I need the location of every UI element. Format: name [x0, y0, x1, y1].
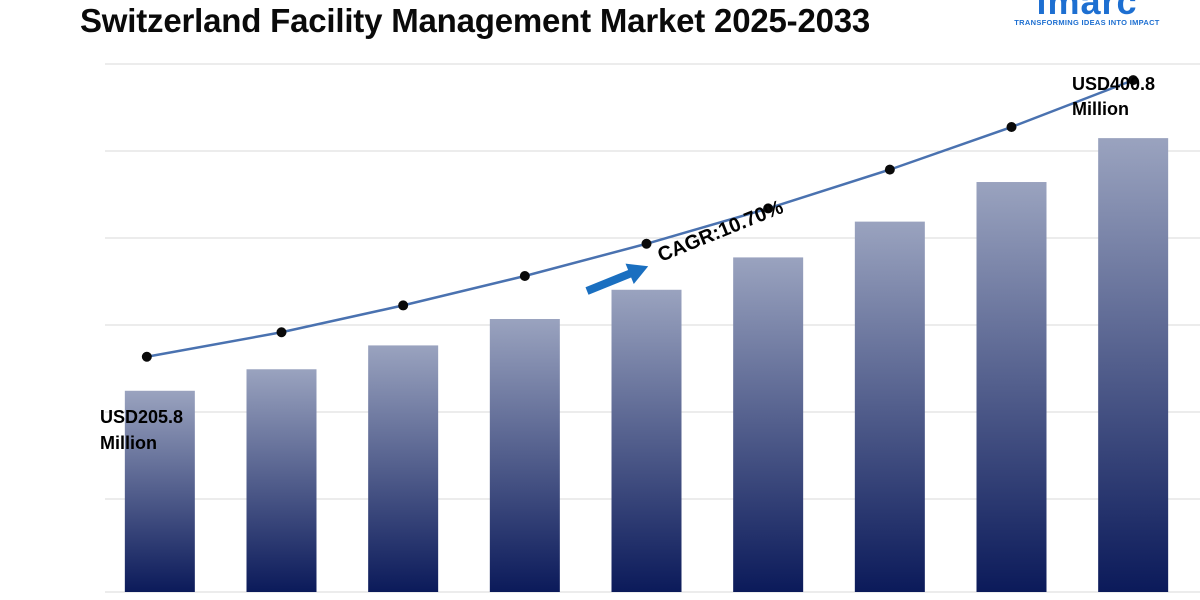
trend-point-2027	[398, 300, 409, 311]
value-labels: USD205.8 Million USD400.8 Million	[100, 74, 1155, 453]
bars	[124, 138, 1169, 593]
cagr-label: CAGR:10.70%	[655, 196, 787, 266]
bar-2031	[854, 221, 925, 592]
start-value-label: USD205.8	[100, 407, 183, 427]
trend-point-2030	[763, 203, 774, 214]
logo-wordmark: imarc	[1036, 0, 1138, 22]
trend-point-2028	[519, 271, 530, 282]
trend-line-group	[141, 75, 1139, 362]
cagr-arrow-shaft	[585, 269, 634, 295]
end-value-label: USD400.8	[1072, 74, 1155, 94]
logo-tagline: TRANSFORMING IDEAS INTO IMPACT	[1014, 18, 1160, 27]
bar-2025	[124, 390, 195, 592]
start-unit-label: Million	[100, 433, 157, 453]
trend-point-2031	[884, 164, 895, 175]
cagr-arrow-head	[625, 263, 649, 284]
bar-2033	[1098, 138, 1169, 593]
trend-point-2025	[141, 351, 152, 362]
trend-point-2033	[1128, 75, 1139, 86]
bar-2028	[489, 319, 560, 592]
trend-point-2032	[1006, 122, 1017, 133]
bar-2032	[976, 182, 1047, 593]
trend-point-2026	[276, 327, 287, 338]
imarc-logo: imarc TRANSFORMING IDEAS INTO IMPACT	[992, 0, 1182, 27]
page-title: Switzerland Facility Management Market 2…	[80, 2, 871, 39]
cagr-arrow-icon	[585, 263, 649, 295]
bar-2027	[368, 345, 439, 592]
bar-2026	[246, 369, 317, 592]
trend-point-2029	[641, 238, 652, 249]
end-unit-label: Million	[1072, 99, 1129, 119]
bar-2029	[611, 289, 682, 592]
bar-2030	[733, 257, 804, 592]
